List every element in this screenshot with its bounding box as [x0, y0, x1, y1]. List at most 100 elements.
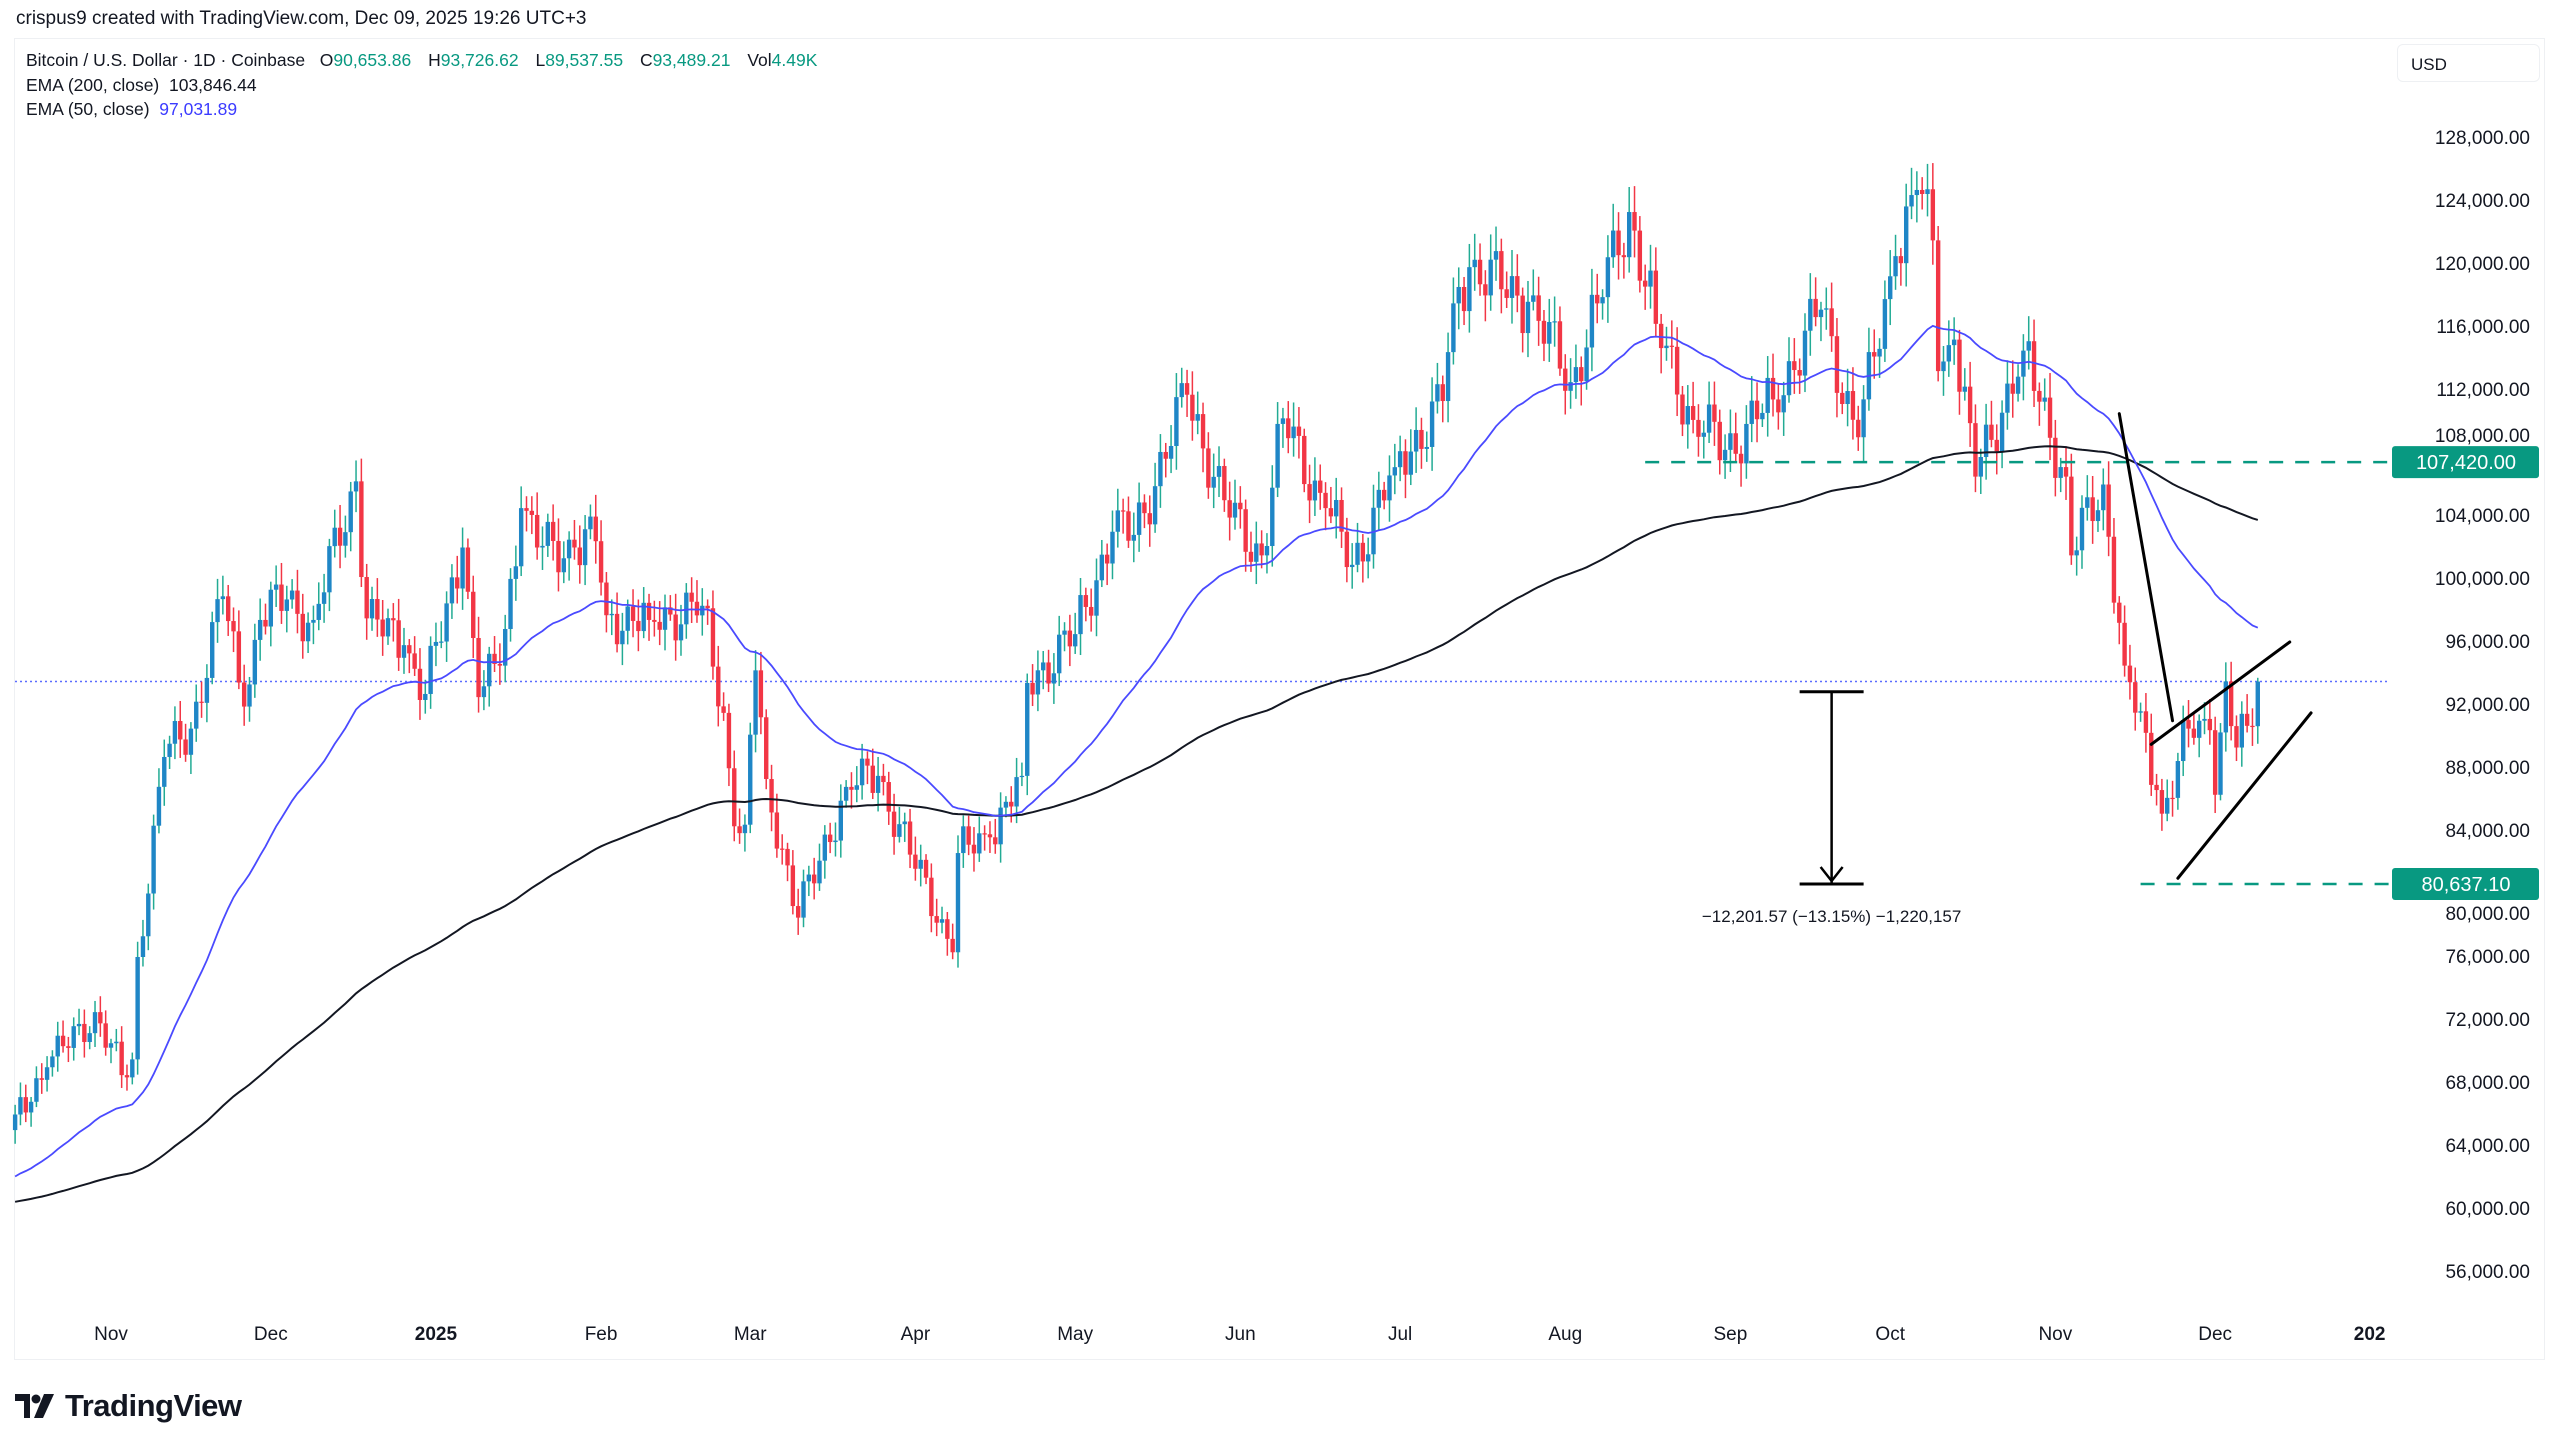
candle-body	[289, 590, 295, 600]
candle	[902, 812, 907, 842]
candle-body	[2138, 711, 2143, 713]
candle	[1642, 264, 1648, 310]
candle-body	[412, 653, 417, 669]
candle	[726, 703, 732, 787]
candle-body	[487, 653, 492, 687]
candle-body	[2079, 507, 2085, 551]
candle	[1967, 361, 1973, 447]
candle-body	[950, 938, 955, 953]
candle-body	[1451, 303, 1456, 353]
candle-body	[2255, 681, 2260, 727]
y-tick-label: 116,000.00	[2436, 317, 2530, 338]
candle-body	[359, 481, 364, 578]
candle-body	[918, 859, 923, 869]
currency-button[interactable]: USD	[2397, 44, 2540, 82]
candle	[1163, 442, 1168, 478]
candle-body	[662, 607, 668, 630]
candle	[2149, 713, 2154, 796]
candle	[2127, 644, 2133, 700]
y-tick-label: 80,000.00	[2445, 904, 2530, 925]
candle-body	[428, 645, 433, 694]
candle	[854, 766, 859, 803]
chart-pane[interactable]	[14, 38, 2545, 1360]
candle	[1083, 587, 1089, 622]
candle-body	[34, 1078, 39, 1102]
candle	[1573, 344, 1579, 399]
x-axis: Nov Dec 2025 Feb Mar Apr May Jun Jul Aug Sep Oct Nov…	[94, 1324, 2385, 1345]
candle	[1280, 407, 1286, 448]
candle-body	[1264, 546, 1270, 556]
candle	[401, 627, 407, 674]
candle	[156, 768, 162, 834]
candle-body	[1051, 673, 1057, 684]
candle-body	[1941, 361, 1946, 372]
x-tick-label: 202	[2354, 1324, 2386, 1345]
candle	[923, 854, 929, 885]
candle-body	[204, 677, 210, 703]
candle-body	[2021, 350, 2026, 377]
candle-body	[1850, 391, 1856, 420]
candle-body	[364, 577, 369, 619]
candle	[1328, 486, 1334, 524]
candle-body	[1413, 429, 1419, 452]
candle-body	[130, 1059, 135, 1078]
candle-body	[87, 1033, 92, 1043]
price-level-label: 107,420.00	[2416, 452, 2516, 474]
candle-body	[1094, 580, 1099, 616]
candle	[2175, 752, 2181, 810]
candle-body	[417, 668, 423, 700]
candle-body	[2037, 390, 2042, 402]
candle-body	[689, 592, 694, 602]
candle	[1456, 267, 1461, 330]
candle-body	[396, 620, 401, 658]
ema50-row[interactable]: EMA (50, close) 97,031.89	[26, 97, 829, 122]
candle	[2111, 518, 2117, 614]
candle-body	[1802, 330, 1808, 376]
candle-body	[1781, 395, 1786, 413]
candle	[918, 844, 923, 887]
symbol-title[interactable]: Bitcoin / U.S. Dollar · 1D · Coinbase	[26, 50, 306, 70]
candle	[907, 808, 913, 869]
candle	[162, 739, 167, 806]
chart-credit: crispus9 created with TradingView.com, D…	[16, 8, 587, 29]
candle	[710, 590, 716, 680]
candle	[1339, 487, 1344, 548]
tradingview-logo[interactable]: TradingView	[15, 1388, 242, 1424]
candle	[34, 1066, 39, 1108]
candle	[1568, 358, 1573, 409]
candle	[1216, 446, 1222, 498]
candle-body	[98, 1012, 103, 1024]
y-tick-label: 88,000.00	[2445, 758, 2530, 779]
candle-body	[822, 834, 828, 861]
candle	[428, 636, 433, 709]
ema200-row[interactable]: EMA (200, close) 103,846.44	[26, 73, 829, 98]
candle	[183, 723, 188, 762]
candle-body	[1168, 446, 1174, 459]
candle-body	[1318, 480, 1323, 493]
candle-body	[1360, 542, 1366, 562]
candle	[311, 605, 316, 645]
candle	[1088, 588, 1094, 632]
tradingview-logo-icon	[15, 1394, 54, 1418]
candle-body	[279, 584, 284, 611]
candle-body	[1531, 295, 1536, 302]
candle-body	[1547, 322, 1552, 344]
candle	[1818, 301, 1824, 342]
candle-body	[939, 919, 945, 923]
candle-body	[1834, 336, 1840, 393]
candle-body	[375, 599, 380, 620]
candle	[364, 563, 369, 640]
candle	[678, 604, 684, 656]
candle	[1397, 435, 1403, 482]
candle-body	[183, 739, 188, 755]
candle-body	[50, 1056, 55, 1068]
candle	[119, 1026, 124, 1088]
candle-body	[449, 577, 455, 604]
candle	[417, 648, 423, 720]
candle-body	[540, 545, 545, 548]
candle-body	[332, 527, 337, 547]
candle-body	[1200, 414, 1206, 449]
candle	[465, 538, 471, 600]
candle-body	[455, 577, 460, 589]
